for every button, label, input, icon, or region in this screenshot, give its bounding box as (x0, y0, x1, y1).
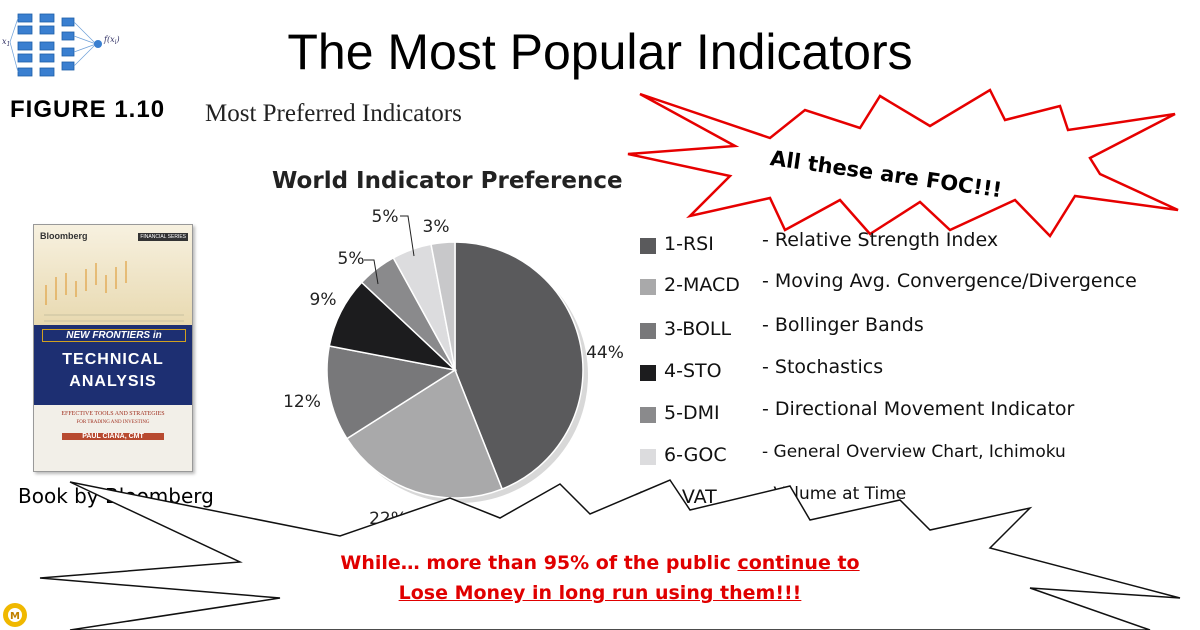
book-publisher: Bloomberg (40, 231, 88, 241)
leader-line-dmi (364, 259, 379, 285)
legend-swatch (640, 365, 656, 381)
pie-slice-3-boll (326, 345, 458, 440)
top-starburst (627, 88, 1179, 239)
bottom-callout: While… more than 95% of the public conti… (300, 548, 900, 608)
bottom-line2: Lose Money in long run using them!!! (398, 582, 802, 604)
book-subtitle: EFFECTIVE TOOLS AND STRATEGIES (61, 411, 165, 417)
book-title-line1: NEW FRONTIERS in (42, 329, 186, 342)
svg-text:M: M (10, 611, 20, 622)
legend-swatch (640, 238, 656, 254)
legend-description: - Bollinger Bands (762, 314, 924, 336)
legend-description: - Stochastics (762, 356, 884, 378)
book-title-line3: ANALYSIS (69, 373, 157, 390)
pie-label-5-dmi: 5% (338, 249, 365, 269)
legend-swatch (640, 279, 656, 295)
pie-label-3-boll: 12% (283, 392, 321, 412)
legend-description: - Directional Movement Indicator (762, 398, 1075, 420)
pie-label-1-rsi: 44% (586, 343, 624, 363)
book-author: PAUL CIANA, CMT (62, 433, 164, 440)
book-cover: Bloomberg FINANCIAL SERIES NEW FRONTIERS… (33, 224, 193, 472)
pie-chart: 44%22%12%9%5%5%3% (283, 207, 624, 529)
book-subtitle2: FOR TRADING AND INVESTING (76, 420, 150, 425)
bottom-line1-a: While… more than 95% of the public (340, 552, 738, 574)
pie-label-4-sto: 9% (310, 290, 337, 310)
figure-caption: Most Preferred Indicators (205, 100, 462, 127)
pie-slice-1-rsi (454, 241, 584, 490)
legend-code: 1-RSI (664, 233, 714, 255)
legend-code: 3-BOLL (664, 318, 732, 340)
bottom-starburst (39, 479, 1181, 630)
book-chart-graphic (44, 261, 184, 322)
pie-slice-7-vat (430, 241, 456, 371)
legend-swatch (640, 407, 656, 423)
book-series: FINANCIAL SERIES (138, 233, 188, 241)
svg-text:x1: x1 (2, 37, 10, 48)
pie-label-7-vat: 3% (423, 217, 450, 237)
legend-description: - General Overview Chart, Ichimoku (762, 442, 1066, 462)
sun-logo-icon: M (3, 603, 27, 627)
legend-code: 5-DMI (664, 402, 720, 424)
bottom-line1-b: continue to (737, 552, 860, 574)
legend-swatch (640, 449, 656, 465)
legend-code: 2-MACD (664, 274, 740, 296)
pie-slice-2-macd (345, 368, 504, 499)
legend-swatch (640, 323, 656, 339)
leader-line-goc (400, 215, 415, 257)
page-title: The Most Popular Indicators (287, 24, 913, 80)
figure-label: FIGURE 1.10 (10, 96, 166, 123)
legend-code: 4-STO (664, 360, 722, 382)
legend-code: 6-GOC (664, 444, 727, 466)
legend-description: - Moving Avg. Convergence/Divergence (762, 270, 1137, 292)
neural-network-icon: x1 f(xi) (2, 13, 120, 77)
legend-description: - Relative Strength Index (762, 229, 999, 251)
pie-label-6-goc: 5% (372, 207, 399, 227)
book-title-line2: TECHNICAL (62, 351, 164, 368)
chart-title: World Indicator Preference (272, 168, 623, 194)
svg-text:f(xi): f(xi) (103, 35, 120, 46)
